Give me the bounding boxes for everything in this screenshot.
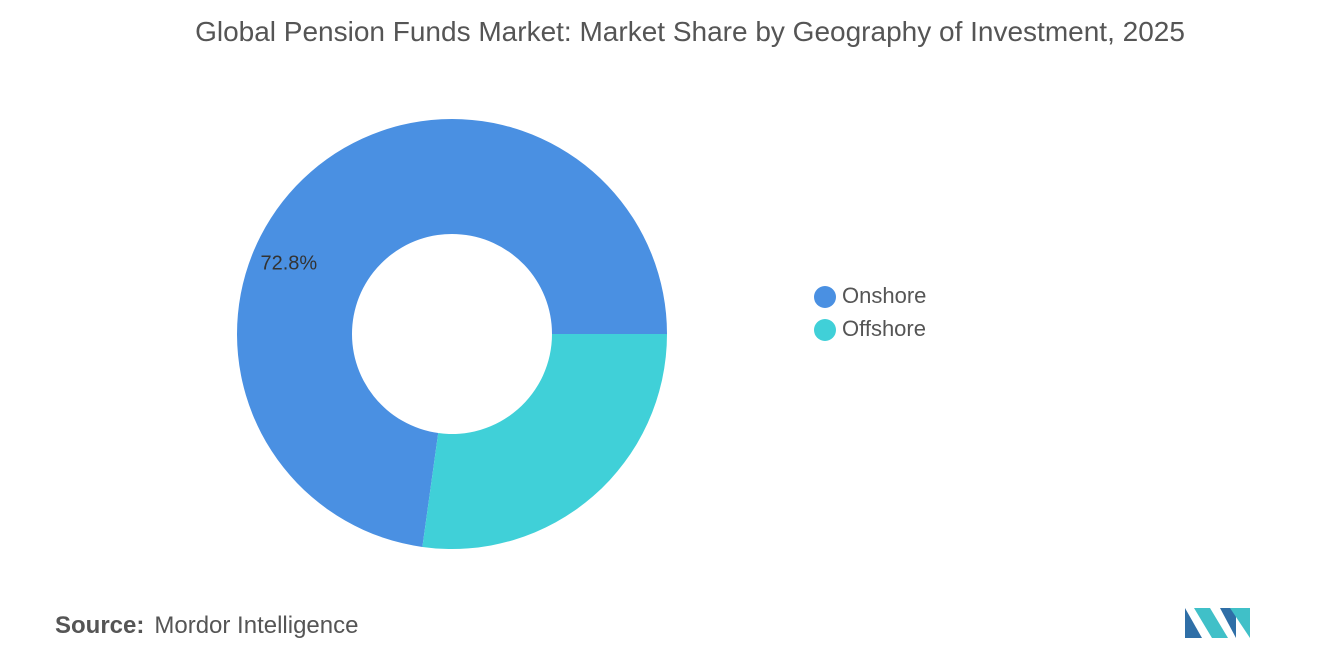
chart-title: Global Pension Funds Market: Market Shar…	[195, 16, 1185, 47]
logo-shape	[1230, 608, 1250, 638]
logo-shape	[1194, 608, 1228, 638]
slice	[237, 119, 667, 547]
legend-label: Offshore	[842, 316, 926, 341]
legend-label: Onshore	[842, 283, 926, 308]
logo-shape	[1185, 608, 1202, 638]
slice	[422, 334, 667, 549]
legend-marker	[814, 319, 836, 341]
logo	[1185, 608, 1250, 638]
data-label: 72.8%	[260, 252, 317, 274]
source-text: Mordor Intelligence	[154, 612, 359, 639]
legend-marker	[814, 286, 836, 308]
logo-shape	[1220, 608, 1236, 638]
source: Source: Mordor Intelligence	[55, 612, 358, 640]
source-label: Source:	[55, 612, 145, 639]
